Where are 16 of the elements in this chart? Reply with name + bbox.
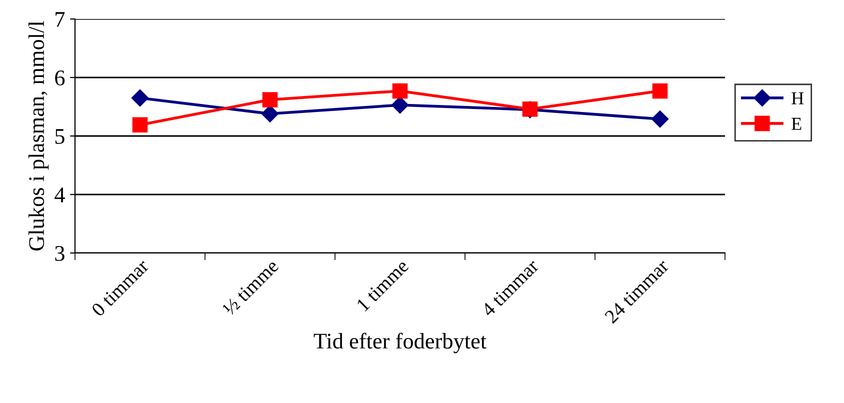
point bbox=[261, 105, 279, 122]
y-tick-label: 4 bbox=[54, 188, 65, 202]
y-tick-label: 7 bbox=[56, 12, 65, 27]
point bbox=[392, 83, 408, 99]
point bbox=[262, 92, 278, 108]
legend-label: H bbox=[792, 92, 804, 104]
point bbox=[132, 117, 148, 133]
y-axis-title: Glukos i plasman, mmol/l bbox=[28, 21, 49, 251]
y-tick-label: 5 bbox=[55, 129, 64, 144]
y-tick-label: 6 bbox=[55, 70, 65, 86]
legend-label: E bbox=[792, 118, 802, 130]
point bbox=[652, 83, 668, 99]
y-tick-label: 3 bbox=[55, 246, 64, 261]
x-axis-title: Tid efter foderbytet bbox=[314, 332, 486, 354]
point bbox=[651, 110, 669, 128]
point bbox=[131, 89, 149, 107]
